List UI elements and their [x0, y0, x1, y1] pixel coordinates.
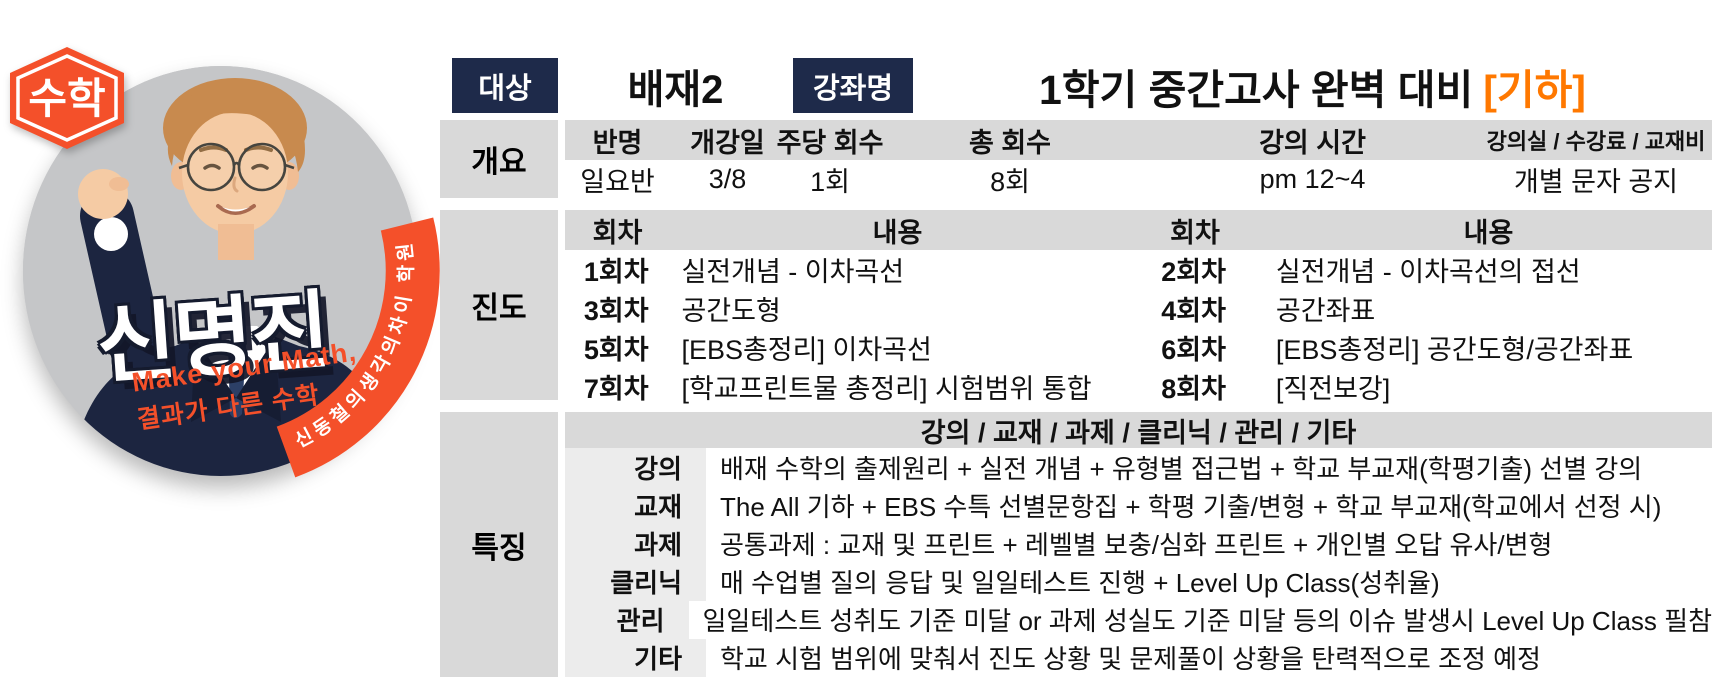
- schedule-row: 1회차 실전개념 - 이차곡선 2회차 실전개념 - 이차곡선의 접선: [565, 250, 1712, 289]
- feature-content-clinic: 매 수업별 질의 응답 및 일일테스트 진행 + Level Up Class(…: [720, 568, 1440, 599]
- session-content: 실전개념 - 이차곡선의 접선: [1275, 257, 1581, 287]
- feature-content-homework: 공통과제 : 교재 및 프린트 + 레벨별 보충/심화 프린트 + 개인별 오답…: [720, 529, 1553, 560]
- subject-badge: 수학: [8, 46, 126, 150]
- session-content: 실전개념 - 이차곡선: [681, 257, 905, 287]
- feature-label-etc: 기타: [565, 638, 706, 678]
- schedule-col-content-right: 내용: [1463, 217, 1514, 248]
- feature-content-etc: 학교 시험 범위에 맞춰서 진도 상황 및 문제풀이 상황을 탄력적으로 조정 …: [720, 644, 1541, 675]
- course-label-box: 강좌명: [793, 58, 913, 113]
- course-title-highlight: [기하]: [1483, 66, 1586, 113]
- feature-label-textbook: 교재: [565, 486, 706, 525]
- course-title: 1학기 중간고사 완벽 대비 [기하]: [913, 58, 1712, 113]
- session-number: 8회차: [1161, 374, 1226, 404]
- overview-start-date: 3/8: [708, 163, 747, 194]
- session-content: [학교프린트물 총정리] 시험범위 통합: [681, 374, 1092, 404]
- section-label-features: 특징: [440, 412, 558, 677]
- session-content: 공간도형: [681, 296, 781, 326]
- overview-col-total: 총 회수: [968, 127, 1052, 158]
- schedule-header-row: 회차 내용 회차 내용: [565, 210, 1712, 250]
- features-rows: 강의 배재 수학의 출제원리 + 실전 개념 + 유형별 접근법 + 학교 부교…: [565, 448, 1712, 678]
- feature-content-textbook: The All 기하 + EBS 수특 선별문항집 + 학평 기출/변형 + 학…: [720, 491, 1662, 522]
- session-number: 7회차: [583, 374, 649, 404]
- section-label-overview: 개요: [440, 120, 558, 198]
- feature-label-clinic: 클리닉: [565, 562, 706, 601]
- overview-col-time: 강의 시간: [1259, 127, 1366, 158]
- overview-col-room-fee: 강의실 / 수강료 / 교재비: [1486, 129, 1706, 154]
- overview-col-per-week: 주당 회수: [776, 127, 884, 158]
- overview-col-start-date: 개강일: [690, 127, 765, 158]
- session-number: 5회차: [583, 335, 649, 365]
- course-title-text: 1학기 중간고사 완벽 대비: [1039, 66, 1474, 113]
- feature-label-management: 관리: [565, 600, 689, 639]
- instructor-card: 신동철의생각의차이 학원 수학 신명진 Make your Math, 결과가 …: [0, 0, 460, 683]
- feature-row: 교재 The All 기하 + EBS 수특 선별문항집 + 학평 기출/변형 …: [565, 486, 1712, 525]
- target-value: 배재2: [627, 67, 724, 112]
- feature-row: 기타 학교 시험 범위에 맞춰서 진도 상황 및 문제풀이 상황을 탄력적으로 …: [565, 638, 1712, 678]
- schedule-col-content-left: 내용: [872, 217, 923, 248]
- feature-row: 클리닉 매 수업별 질의 응답 및 일일테스트 진행 + Level Up Cl…: [565, 562, 1712, 601]
- feature-content-lecture: 배재 수학의 출제원리 + 실전 개념 + 유형별 접근법 + 학교 부교재(학…: [720, 453, 1643, 484]
- schedule-row: 5회차 [EBS총정리] 이차곡선 6회차 [EBS총정리] 공간도형/공간좌표: [565, 328, 1712, 367]
- session-content: [직전보강]: [1275, 374, 1391, 404]
- schedule-row: 7회차 [학교프린트물 총정리] 시험범위 통합 8회차 [직전보강]: [565, 367, 1712, 406]
- feature-row: 과제 공통과제 : 교재 및 프린트 + 레벨별 보충/심화 프린트 + 개인별…: [565, 524, 1712, 563]
- session-content: [EBS총정리] 이차곡선: [681, 335, 932, 365]
- overview-per-week: 1회: [810, 166, 850, 197]
- feature-label-homework: 과제: [565, 524, 706, 563]
- section-label-schedule: 진도: [440, 210, 558, 400]
- schedule-col-session-left: 회차: [592, 217, 643, 248]
- session-number: 3회차: [583, 296, 649, 326]
- subject-badge-label: 수학: [28, 75, 105, 122]
- session-number: 1회차: [583, 257, 649, 287]
- overview-total-count: 8회: [990, 166, 1030, 197]
- schedule-row: 3회차 공간도형 4회차 공간좌표: [565, 289, 1712, 328]
- session-number: 4회차: [1161, 296, 1226, 326]
- overview-data-row: 일요반 3/8 1회 8회 pm 12~4 개별 문자 공지: [565, 160, 1712, 198]
- feature-row: 관리 일일테스트 성취도 기준 미달 or 과제 성실도 기준 미달 등의 이슈…: [565, 600, 1712, 639]
- features-header-row: 강의 / 교재 / 과제 / 클리닉 / 관리 / 기타: [565, 412, 1712, 448]
- overview-header-row: 반명 개강일 주당 회수 총 회수 강의 시간 강의실 / 수강료 / 교재비: [565, 120, 1712, 160]
- overview-lecture-time: pm 12~4: [1259, 163, 1366, 194]
- schedule-col-session-right: 회차: [1170, 217, 1220, 248]
- session-content: 공간좌표: [1275, 296, 1376, 326]
- session-number: 6회차: [1161, 335, 1226, 365]
- feature-content-management: 일일테스트 성취도 기준 미달 or 과제 성실도 기준 미달 등의 이슈 발생…: [702, 606, 1712, 637]
- schedule-rows: 1회차 실전개념 - 이차곡선 2회차 실전개념 - 이차곡선의 접선 3회차 …: [565, 250, 1712, 404]
- target-label-box: 대상: [452, 58, 558, 113]
- overview-room-fee-info: 개별 문자 공지: [1513, 166, 1679, 197]
- overview-class-name: 일요반: [580, 166, 655, 197]
- feature-row: 강의 배재 수학의 출제원리 + 실전 개념 + 유형별 접근법 + 학교 부교…: [565, 448, 1712, 487]
- session-number: 2회차: [1161, 257, 1226, 287]
- feature-label-lecture: 강의: [565, 448, 706, 487]
- session-content: [EBS총정리] 공간도형/공간좌표: [1275, 335, 1634, 365]
- overview-col-class: 반명: [592, 127, 643, 158]
